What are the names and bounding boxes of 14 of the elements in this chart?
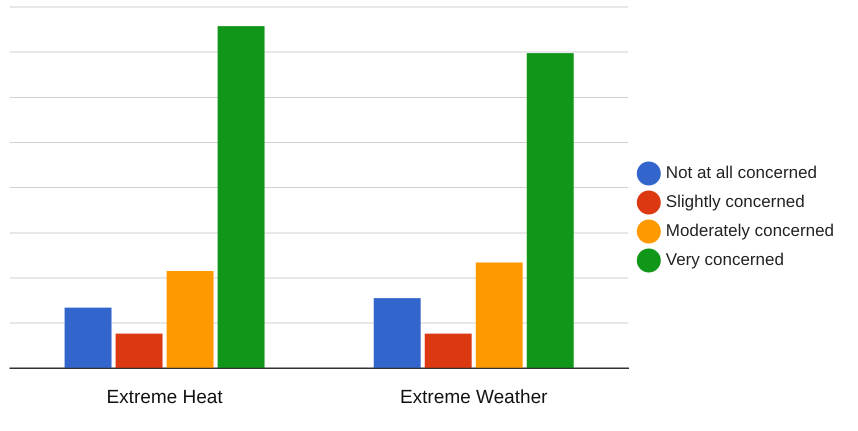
x-tick-label: Extreme Weather [400, 386, 548, 408]
legend-label: Very concerned [666, 250, 784, 270]
bar [116, 334, 163, 368]
bar [476, 262, 523, 368]
legend-label: Slightly concerned [666, 192, 805, 212]
bar [424, 334, 472, 368]
x-tick-label: Extreme Heat [106, 386, 224, 408]
bar [218, 26, 265, 368]
bar [166, 271, 214, 368]
legend-label: Not at all concerned [666, 163, 817, 182]
bar [526, 53, 574, 368]
bar [374, 298, 421, 368]
legend-label: Moderately concerned [666, 221, 834, 240]
bar [64, 308, 112, 368]
